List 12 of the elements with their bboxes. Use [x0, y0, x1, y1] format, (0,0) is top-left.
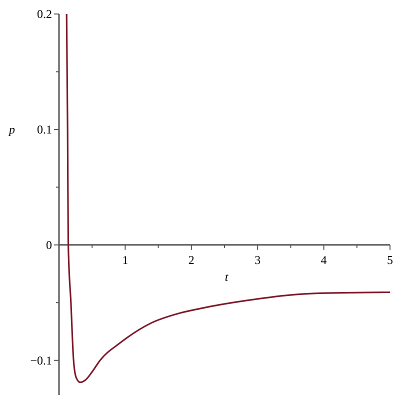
y-axis-title: p [8, 122, 15, 136]
x-tick-label: 3 [254, 252, 261, 267]
x-tick-label: 5 [387, 252, 393, 267]
y-tick-label: −0.1 [30, 353, 52, 368]
y-tick-label: 0 [46, 238, 52, 252]
line-series [66, 13, 391, 384]
y-tick-label: 0.1 [37, 122, 52, 136]
x-axis-title: t [224, 270, 229, 284]
y-tick-label: 0.2 [37, 7, 52, 21]
x-tick-label: 1 [122, 252, 128, 267]
x-tick-label: 2 [188, 252, 194, 267]
x-tick-label: 4 [320, 252, 327, 267]
